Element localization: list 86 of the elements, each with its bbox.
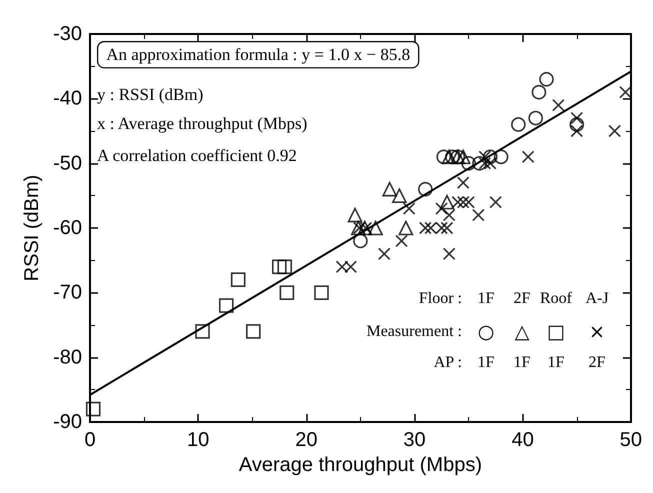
annotation: A-J [584, 289, 610, 309]
y-tick-label: -30 [53, 23, 82, 45]
y-axis-title: RSSI (dBm) [21, 174, 43, 282]
point [418, 182, 433, 196]
annotation: AP : [432, 353, 463, 373]
point [494, 150, 508, 164]
annotation: An approximation formula : y = 1.0 x − 85.8 [106, 45, 410, 64]
point [353, 234, 368, 248]
point [86, 402, 101, 416]
x-axis-title: Average throughput (Mbps) [238, 454, 482, 476]
x-tick-label: 50 [620, 429, 642, 451]
annotation: Roof [539, 289, 573, 309]
x-tick-label: 20 [295, 429, 318, 451]
annotation: 1F [476, 289, 496, 309]
point [532, 84, 546, 100]
y-tick-label: -70 [53, 282, 82, 304]
annotation: 1F [546, 353, 566, 373]
annotation: 1F [476, 353, 496, 373]
point [522, 150, 534, 164]
x-tick-label: 10 [187, 429, 210, 451]
x-tick-label: 40 [512, 429, 534, 451]
point [272, 260, 287, 274]
point [314, 285, 329, 300]
point [442, 150, 456, 164]
point [336, 260, 348, 274]
point [461, 156, 476, 171]
point [462, 196, 475, 208]
point [478, 150, 492, 164]
point [478, 157, 492, 170]
y-tick-label: -60 [53, 217, 82, 239]
point [392, 188, 407, 203]
point [484, 157, 497, 170]
point [539, 72, 554, 87]
point [395, 234, 408, 248]
point [382, 182, 397, 196]
annotation: Measurement : [365, 322, 463, 342]
point [456, 196, 470, 208]
point [246, 324, 261, 339]
point [195, 324, 210, 339]
point [511, 117, 526, 132]
y-tick-label: -90 [53, 411, 82, 433]
annotation: 2F [512, 289, 532, 309]
point [440, 194, 454, 210]
annotation: 1F [512, 353, 532, 373]
point [528, 110, 543, 126]
point [402, 202, 416, 215]
point [419, 222, 432, 234]
point [456, 176, 470, 190]
point [344, 260, 358, 274]
x-tick-label: 30 [403, 429, 426, 451]
annotation: ○ [478, 321, 494, 343]
y-tick-label: -50 [53, 152, 82, 174]
annotation: 2F [588, 353, 606, 373]
annotation: A correlation coefficient 0.92 [97, 146, 297, 165]
point [472, 156, 487, 171]
x-tick-label: 0 [84, 429, 96, 451]
annotation: □ [547, 321, 565, 343]
point [436, 150, 452, 164]
annotation: △ [514, 321, 530, 343]
annotation: x : Average throughput (Mbps) [97, 114, 308, 133]
point [280, 285, 294, 300]
point [435, 222, 448, 234]
y-tick-label: -40 [53, 88, 82, 110]
point [472, 208, 485, 222]
point [442, 248, 456, 260]
point [445, 150, 460, 164]
annotation: y : RSSI (dBm) [97, 85, 204, 104]
point [398, 220, 414, 236]
point [608, 124, 621, 138]
point [435, 202, 448, 215]
point [482, 150, 498, 164]
point [424, 222, 438, 234]
annotation: Floor : [418, 289, 463, 309]
point [489, 196, 502, 208]
point [456, 150, 471, 164]
point [219, 298, 234, 313]
annotation: × [589, 321, 605, 343]
y-tick-label: -80 [53, 346, 82, 368]
point [570, 117, 584, 132]
point [348, 208, 362, 222]
point [378, 248, 391, 260]
point [368, 220, 383, 236]
point [552, 98, 565, 112]
point [277, 260, 292, 274]
point [451, 196, 464, 208]
point [230, 272, 246, 288]
